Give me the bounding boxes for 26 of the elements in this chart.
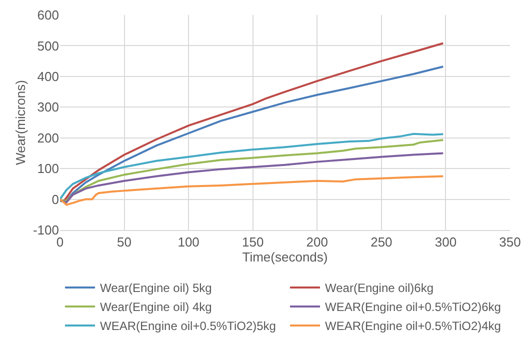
y-tick-label: 500 xyxy=(37,38,59,54)
legend-label: WEAR(Engine oil+0.5%TiO2)5kg xyxy=(100,319,276,334)
y-tick-label: 200 xyxy=(37,130,59,146)
x-tick-label: 150 xyxy=(242,234,264,250)
y-axis-title: Wear(microns) xyxy=(12,80,28,165)
line-series xyxy=(60,152,444,204)
x-tick-label: 300 xyxy=(434,234,457,250)
legend-label: WEAR(Engine oil+0.5%TiO2)4kg xyxy=(325,319,501,334)
x-tick-label: 250 xyxy=(370,234,392,250)
legend-label: WEAR(Engine oil+0.5%TiO2)6kg xyxy=(325,300,501,314)
line-series xyxy=(60,175,444,206)
y-tick-label: 600 xyxy=(37,8,59,23)
y-tick-label: 100 xyxy=(37,161,59,176)
x-tick-label: 200 xyxy=(306,234,328,250)
y-tick-label: 400 xyxy=(37,68,59,84)
line-series xyxy=(60,66,444,203)
y-tick-label: 300 xyxy=(37,100,59,115)
x-axis-title: Time(seconds) xyxy=(242,250,328,265)
x-tick-label: 350 xyxy=(499,234,521,250)
y-tick-label: 0 xyxy=(52,192,59,207)
legend-label: Wear(Engine oil) 5kg xyxy=(100,281,212,296)
y-tick-label: -100 xyxy=(32,222,59,238)
x-tick-label: 50 xyxy=(117,234,132,250)
legend-label: Wear(Engine oil)6kg xyxy=(325,281,434,296)
x-tick-label: 100 xyxy=(178,234,200,250)
legend-label: Wear(Engine oil) 4kg xyxy=(100,300,212,314)
